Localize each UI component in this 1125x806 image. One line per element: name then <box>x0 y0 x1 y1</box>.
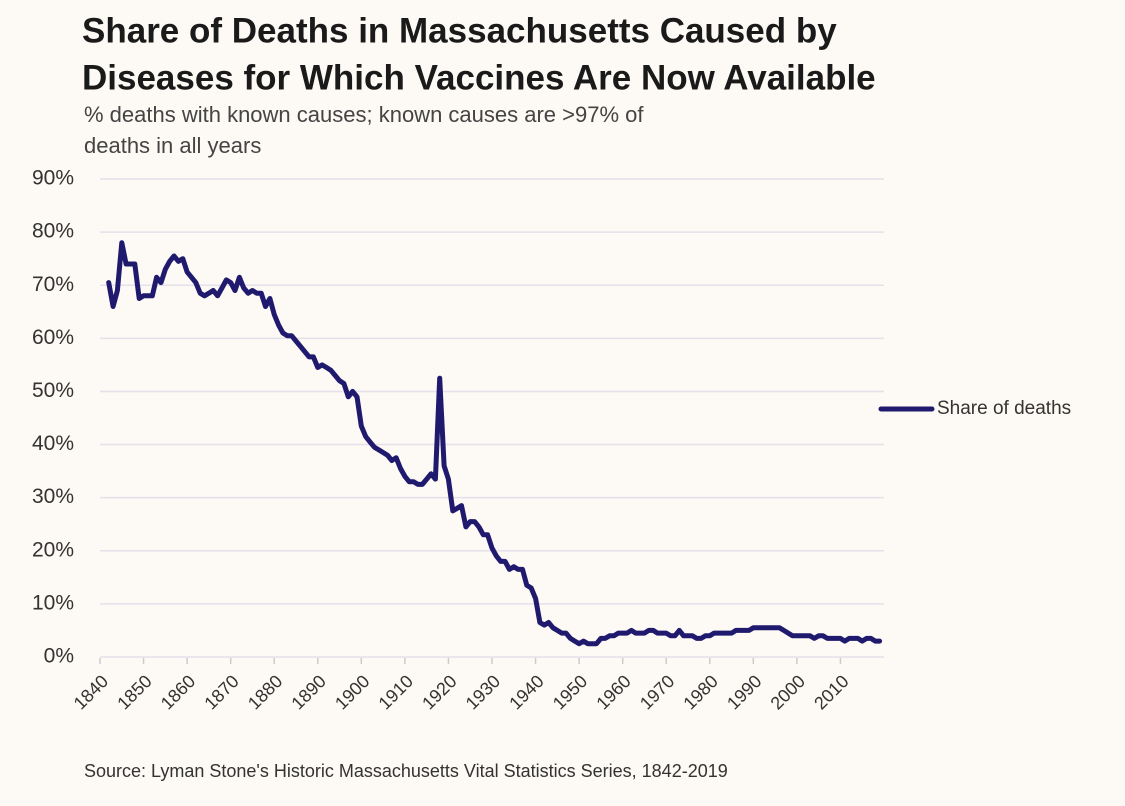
line-series <box>106 240 883 647</box>
y-tick-label: 30% <box>32 485 74 508</box>
chart-subtitle: deaths in all years <box>84 133 261 158</box>
chart-subtitle: % deaths with known causes; known causes… <box>84 102 644 127</box>
y-tick-label: 90% <box>32 167 74 190</box>
y-tick-label: 60% <box>32 326 74 349</box>
chart-title: Diseases for Which Vaccines Are Now Avai… <box>82 58 876 97</box>
y-tick-label: 0% <box>44 645 74 668</box>
y-tick-label: 70% <box>32 273 74 296</box>
y-tick-label: 50% <box>32 379 74 402</box>
source: Source: Lyman Stone's Historic Massachus… <box>84 761 728 781</box>
y-tick-label: 10% <box>32 591 74 614</box>
chart-title: Share of Deaths in Massachusetts Caused … <box>82 11 837 50</box>
y-tick-label: 20% <box>32 538 74 561</box>
y-tick-label: 40% <box>32 432 74 455</box>
y-tick-label: 80% <box>32 220 74 243</box>
legend-label: Share of deaths <box>937 398 1071 419</box>
